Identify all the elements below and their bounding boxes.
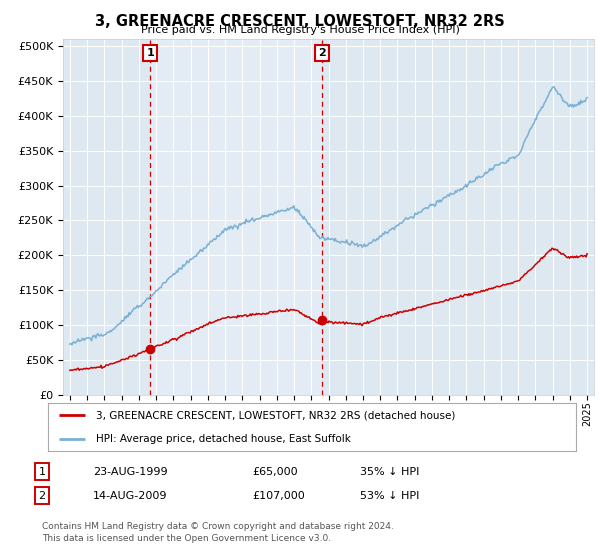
Text: Contains HM Land Registry data © Crown copyright and database right 2024.
This d: Contains HM Land Registry data © Crown c… [42, 522, 394, 543]
Text: HPI: Average price, detached house, East Suffolk: HPI: Average price, detached house, East… [95, 434, 350, 444]
Text: 14-AUG-2009: 14-AUG-2009 [93, 491, 167, 501]
Text: 3, GREENACRE CRESCENT, LOWESTOFT, NR32 2RS (detached house): 3, GREENACRE CRESCENT, LOWESTOFT, NR32 2… [95, 410, 455, 420]
Text: £107,000: £107,000 [252, 491, 305, 501]
Text: Price paid vs. HM Land Registry's House Price Index (HPI): Price paid vs. HM Land Registry's House … [140, 25, 460, 35]
Text: 23-AUG-1999: 23-AUG-1999 [93, 466, 167, 477]
Text: 2: 2 [318, 48, 326, 58]
Text: 3, GREENACRE CRESCENT, LOWESTOFT, NR32 2RS: 3, GREENACRE CRESCENT, LOWESTOFT, NR32 2… [95, 14, 505, 29]
Text: 2: 2 [38, 491, 46, 501]
Text: 53% ↓ HPI: 53% ↓ HPI [360, 491, 419, 501]
Text: 1: 1 [146, 48, 154, 58]
Text: 35% ↓ HPI: 35% ↓ HPI [360, 466, 419, 477]
Text: £65,000: £65,000 [252, 466, 298, 477]
Text: 1: 1 [38, 466, 46, 477]
Bar [150, 39, 322, 395]
